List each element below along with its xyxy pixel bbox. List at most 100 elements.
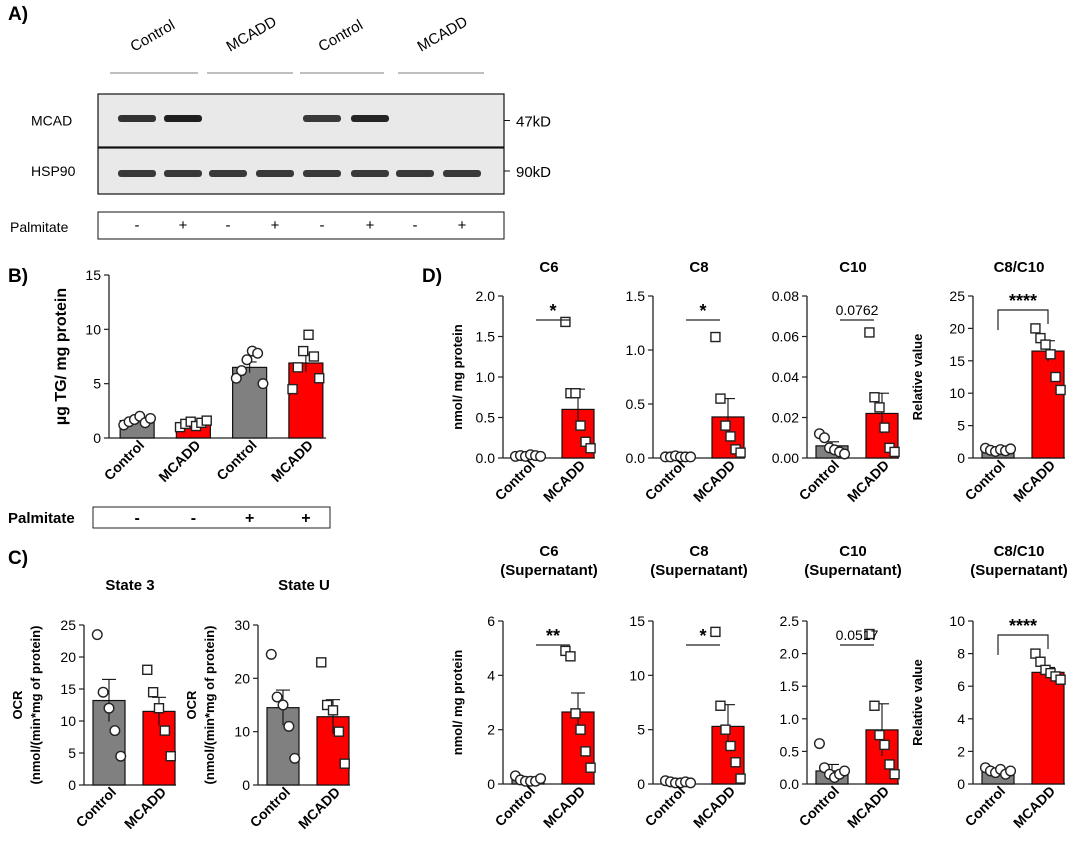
data-point [879,739,890,751]
data-point [869,700,880,711]
y-tick-label: 10 [234,724,250,740]
data-point [1055,384,1066,396]
y-tick-label: 2.5 [780,613,800,629]
data-point [236,365,248,377]
chart-title: C8/C10 [994,543,1045,560]
data-point [97,686,109,698]
y-tick-label: 2 [487,722,495,738]
y-axis-label: Relative value [910,334,925,421]
y-tick-label: 10 [85,321,101,337]
y-tick-label: 5 [93,376,101,392]
y-axis-label: Relative value [910,659,925,746]
significance-label: **** [1009,291,1037,311]
y-tick-label: 0.02 [772,410,799,426]
blot-lane-label: Control [128,17,178,56]
category-label: MCADD [268,437,316,485]
y-tick-label: 5 [68,745,76,761]
category-label: MCADD [540,783,588,831]
category-label: Control [962,457,1009,504]
data-point [735,447,746,458]
data-point [839,448,851,460]
data-point [879,422,890,433]
data-point [1045,349,1056,360]
blot-row-label: HSP90 [31,163,76,179]
blot-row-box [97,93,505,148]
panel-label-b: B) [8,266,28,287]
y-tick-label: 10 [949,613,965,629]
chart-title: C8 [689,543,708,560]
significance-label: ** [546,626,560,646]
data-point [565,651,576,662]
data-point [813,738,825,750]
category-label: Control [213,437,260,484]
category-label: MCADD [1010,783,1058,831]
data-point [1030,323,1041,334]
data-point [730,757,741,768]
palmitate-sign-b: + [245,510,254,527]
data-point [1050,371,1061,383]
y-tick-label: 0.04 [772,369,799,385]
blot-band [164,170,202,177]
chart-title: C6 [539,259,558,276]
palmitate-sign-b: - [191,510,196,527]
palmitate-sign: - [413,217,418,234]
significance-bracket [997,634,1049,655]
category-label: MCADD [844,783,892,831]
data-point [585,762,596,773]
y-tick-label: 0 [957,450,965,466]
data-point [735,773,746,784]
y-tick-label: 0.0 [780,776,800,792]
y-axis-label: µg TG/ mg protein [53,288,70,425]
bar [1031,350,1065,459]
data-point [277,699,289,711]
significance-label: 0.0762 [836,302,879,318]
chart-title: C8 [689,259,708,276]
blot-band [164,115,202,122]
chart-title: State 3 [105,577,154,594]
y-tick-label: 20 [949,320,965,336]
data-point [1040,339,1051,350]
y-tick-label: 15 [85,267,101,283]
category-label: MCADD [295,784,343,832]
y-axis-label: (nmol/(min*mg of protein) [202,626,217,785]
data-point [241,354,253,366]
data-point [165,751,176,762]
y-tick-label: 25 [60,617,76,633]
data-point [321,699,333,711]
data-point [715,393,726,404]
data-point [585,443,596,454]
data-point [884,759,895,770]
y-tick-label: 2.0 [476,288,496,304]
data-point [575,420,586,431]
category-label: Control [796,783,843,830]
data-point [314,373,325,384]
y-axis-label: nmol/ mg protein [450,650,465,756]
panel-label-c: C) [8,548,28,569]
data-point [271,691,283,703]
y-tick-label: 0 [68,777,76,793]
chart-title: (Supernatant) [500,562,598,579]
y-tick-label: 1.5 [476,329,496,345]
data-point [715,700,726,711]
data-point [818,432,830,444]
y-tick-label: 0 [957,776,965,792]
y-tick-label: 1.0 [780,711,800,727]
data-point [230,372,242,384]
category-label: Control [796,457,843,504]
blot-band [303,115,341,122]
y-tick-label: 10 [60,713,76,729]
y-tick-label: 0 [637,776,645,792]
y-tick-label: 0.5 [626,396,646,412]
category-label: Control [642,783,689,830]
data-point [201,415,212,426]
palmitate-sign: + [271,217,280,234]
y-tick-label: 0.5 [780,743,800,759]
data-point [710,626,721,638]
category-label: Control [247,784,294,831]
panel-label-a: A) [8,4,28,25]
category-label: MCADD [121,784,169,832]
y-tick-label: 1.0 [476,369,496,385]
significance-label: * [549,301,556,321]
panel-a-western-blot: Control MCADD Control MCADD MCAD 47kD HSP90 90k… [10,13,551,240]
